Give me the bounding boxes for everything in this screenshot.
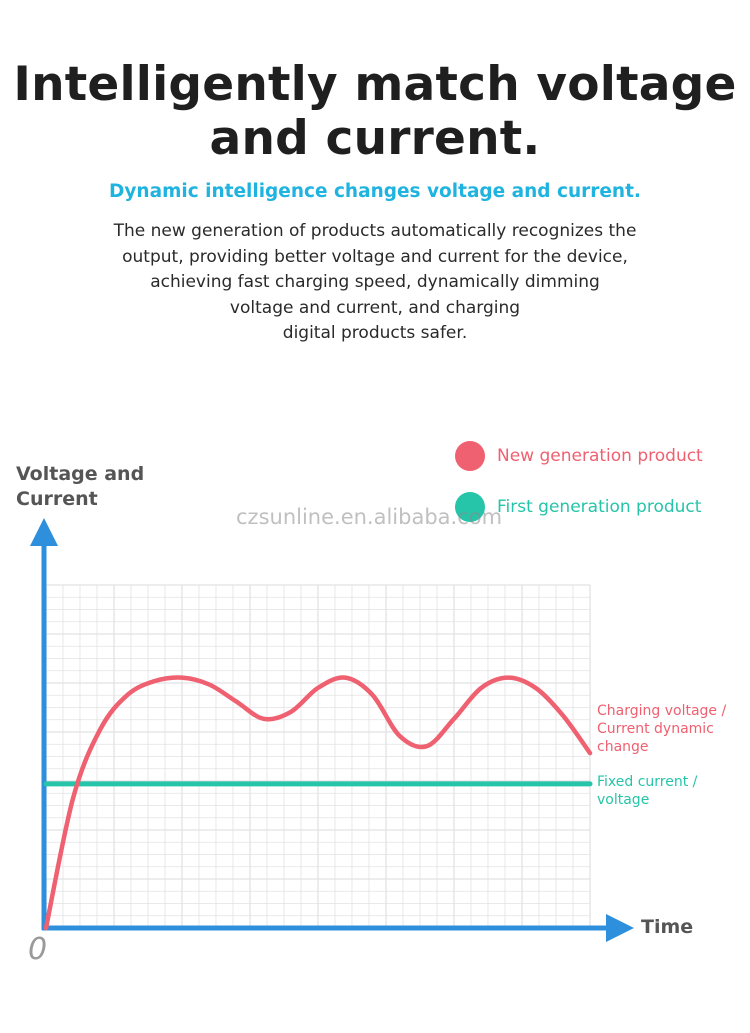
- legend-label-new-generation: New generation product: [497, 446, 703, 466]
- x-axis-label: Time: [641, 916, 694, 938]
- headline: Intelligently match voltage and current.: [13, 57, 737, 166]
- chart-series: [43, 675, 593, 931]
- chart-grid: [45, 584, 591, 929]
- description-text: The new generation of products automatic…: [113, 221, 637, 343]
- watermark: czsunline.en.alibaba.com: [236, 505, 503, 529]
- x-axis-arrow-icon: [606, 914, 634, 942]
- legend-dot-first-generation: [455, 492, 485, 522]
- annotation-first-generation: Fixed current / voltage: [597, 774, 698, 808]
- origin-label: 0: [28, 932, 48, 967]
- y-axis-label: Voltage and Current: [16, 463, 145, 510]
- annotation-new-generation: Charging voltage / Current dynamic chang…: [597, 703, 727, 755]
- legend-item-first-generation: First generation product: [455, 492, 701, 522]
- legend-dot-new-generation: [455, 441, 485, 471]
- subheadline: Dynamic intelligence changes voltage and…: [109, 181, 641, 202]
- chart-axes: [30, 518, 634, 942]
- legend-item-new-generation: New generation product: [455, 441, 703, 471]
- y-axis-arrow-icon: [30, 518, 58, 546]
- series-line-new-generation: [43, 675, 593, 931]
- legend-label-first-generation: First generation product: [497, 497, 702, 517]
